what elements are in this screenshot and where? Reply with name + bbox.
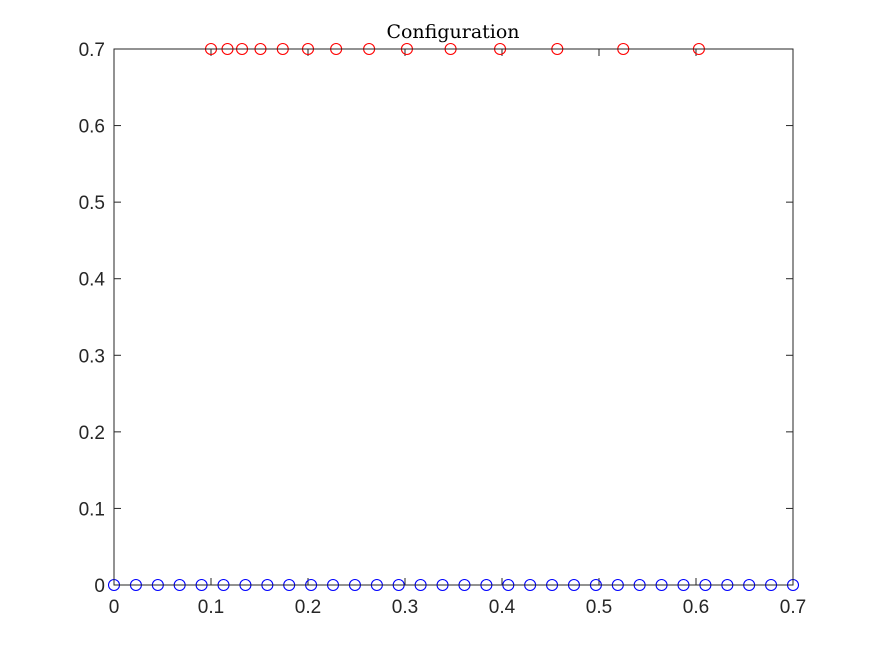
y-tick-label: 0.5 (79, 193, 105, 214)
x-tick-label: 0 (109, 597, 120, 618)
y-tick-label: 0.4 (79, 270, 106, 291)
y-tick-label: 0.7 (79, 40, 105, 61)
x-tick-label: 0.3 (392, 597, 418, 618)
x-tick-label: 0.7 (780, 597, 806, 618)
chart-title: Configuration (386, 21, 519, 43)
y-tick-label: 0.2 (79, 423, 105, 444)
tick-labels: 0 0.1 0.2 0.3 0.4 0.5 0.6 0.7 0 0.1 0.2 0.3 0.4 0.5 0.… (79, 40, 807, 618)
axes-box (113, 48, 794, 586)
x-tick-label: 0.6 (683, 597, 709, 618)
x-tick-label: 0.5 (586, 597, 612, 618)
x-tick-label: 0.4 (489, 597, 516, 618)
y-tick-label: 0.6 (79, 117, 105, 138)
plot-area (114, 49, 793, 585)
y-tick-label: 0 (94, 576, 105, 597)
y-tick-label: 0.3 (79, 346, 105, 367)
x-tick-label: 0.1 (198, 597, 224, 618)
y-tick-label: 0.1 (79, 499, 105, 520)
x-tick-label: 0.2 (295, 597, 321, 618)
